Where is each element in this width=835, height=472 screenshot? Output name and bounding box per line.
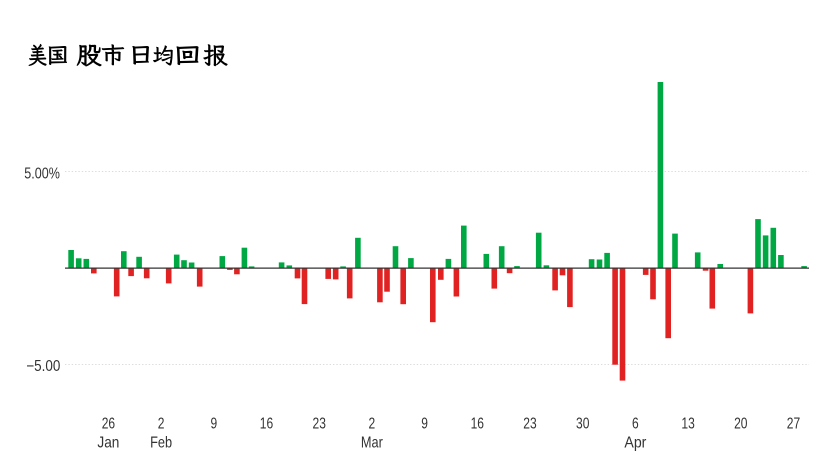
svg-text:20: 20 (734, 416, 748, 433)
svg-text:9: 9 (421, 416, 428, 433)
svg-text:2: 2 (158, 416, 165, 433)
svg-text:27: 27 (787, 416, 800, 433)
svg-text:Apr: Apr (624, 435, 646, 452)
svg-text:23: 23 (523, 416, 536, 433)
svg-text:6: 6 (632, 416, 639, 433)
svg-text:30: 30 (576, 416, 590, 433)
svg-text:Mar: Mar (361, 435, 383, 452)
svg-text:16: 16 (471, 416, 484, 433)
svg-text:23: 23 (313, 416, 326, 433)
svg-text:26: 26 (102, 416, 115, 433)
svg-text:−5.00: −5.00 (26, 358, 60, 375)
svg-text:9: 9 (210, 416, 217, 433)
svg-text:13: 13 (681, 416, 694, 433)
svg-text:16: 16 (260, 416, 273, 433)
svg-text:Feb: Feb (150, 435, 172, 452)
svg-text:2: 2 (369, 416, 376, 433)
svg-text:5.00%: 5.00% (24, 166, 60, 183)
svg-text:Jan: Jan (97, 435, 119, 452)
